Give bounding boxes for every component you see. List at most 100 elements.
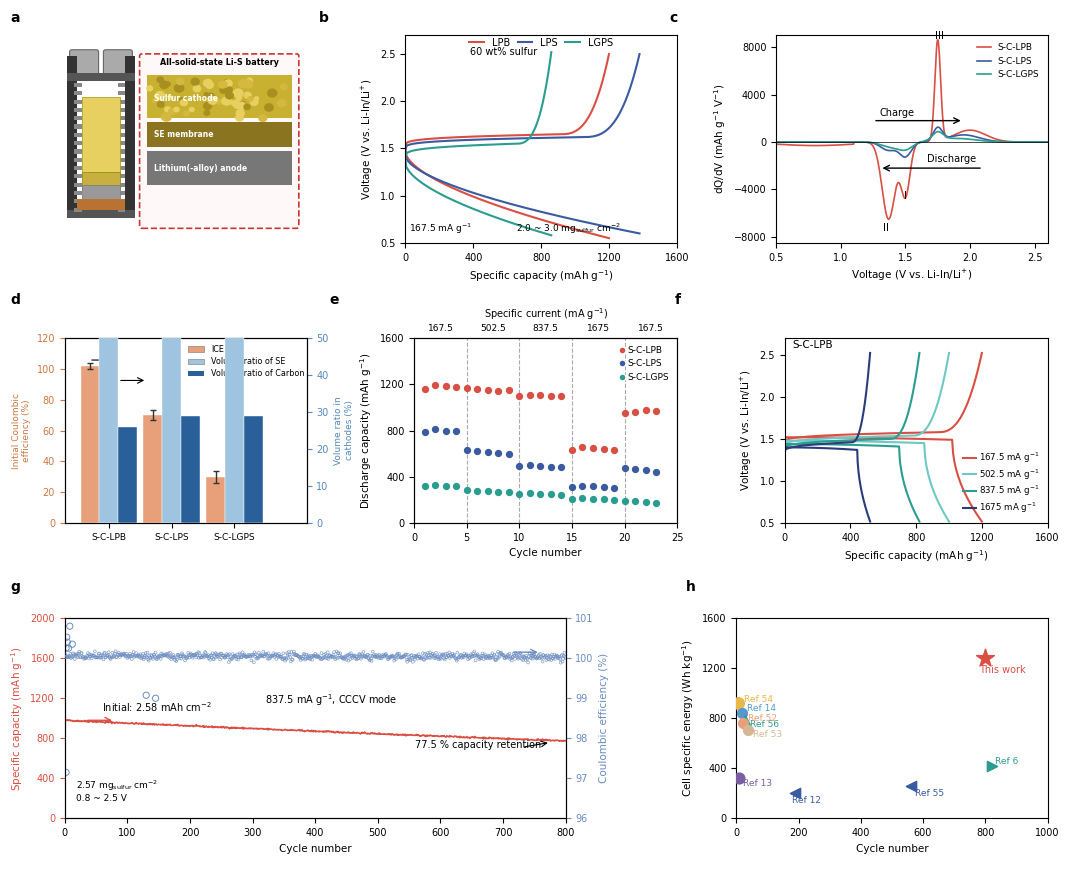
Point <box>444 647 461 661</box>
Point <box>175 649 192 664</box>
Point <box>545 649 563 664</box>
Point <box>416 653 433 667</box>
Point <box>228 648 245 662</box>
Point <box>303 653 321 667</box>
Point <box>556 646 573 660</box>
Point <box>552 652 569 666</box>
Point <box>505 649 523 663</box>
Text: Lithium(-alloy) anode: Lithium(-alloy) anode <box>154 164 247 172</box>
Point <box>316 647 334 661</box>
Point <box>176 649 193 663</box>
Point <box>80 651 97 665</box>
Point <box>273 649 291 664</box>
Point <box>137 646 154 660</box>
Point <box>460 649 477 663</box>
Point <box>210 649 227 664</box>
Point <box>184 649 201 664</box>
Point <box>281 648 298 662</box>
Point <box>345 649 362 664</box>
Point <box>300 649 318 663</box>
Text: 2.0 ~ 3.0 mg$_\mathrm{sulfur}$ cm$^{-2}$: 2.0 ~ 3.0 mg$_\mathrm{sulfur}$ cm$^{-2}$ <box>515 221 620 236</box>
Point <box>194 649 212 663</box>
Point <box>472 651 489 665</box>
Circle shape <box>233 99 242 107</box>
Point <box>59 649 77 664</box>
Point <box>321 649 338 663</box>
Circle shape <box>225 80 232 87</box>
Point <box>540 649 557 664</box>
1675 mA g$^{-1}$ <box>864 348 877 358</box>
Point <box>172 649 189 664</box>
Circle shape <box>176 78 184 84</box>
Point <box>152 647 170 661</box>
Point <box>137 688 154 702</box>
Point <box>456 649 473 663</box>
Point <box>174 648 191 662</box>
Point <box>534 655 551 669</box>
Point <box>158 649 175 663</box>
Text: Charge: Charge <box>879 108 915 118</box>
Point <box>85 649 103 663</box>
Point <box>178 651 195 665</box>
Point <box>522 387 539 401</box>
Point <box>71 650 89 664</box>
Point <box>465 644 483 658</box>
167.5 mA g$^{-1}$ <box>779 437 792 448</box>
Point <box>551 649 568 664</box>
Point <box>167 650 185 664</box>
Point <box>507 652 524 666</box>
Point <box>170 648 187 662</box>
Point <box>486 653 503 667</box>
Point <box>222 650 240 664</box>
167.5 mA g$^{-1}$ <box>966 385 978 396</box>
Circle shape <box>208 94 213 98</box>
Point <box>232 650 249 664</box>
Point <box>207 646 225 660</box>
Point <box>500 485 517 499</box>
Point <box>272 649 289 664</box>
Point <box>76 652 93 666</box>
Point <box>483 650 500 664</box>
Point <box>462 649 480 663</box>
Point <box>211 648 228 662</box>
Circle shape <box>281 84 287 90</box>
Line: 1675 mA g$^{-1}$: 1675 mA g$^{-1}$ <box>785 353 870 452</box>
Legend: 167.5 mA g$^{-1}$, 502.5 mA g$^{-1}$, 837.5 mA g$^{-1}$, 1675 mA g$^{-1}$: 167.5 mA g$^{-1}$, 502.5 mA g$^{-1}$, 83… <box>960 447 1043 519</box>
Point <box>497 649 514 664</box>
Point <box>573 491 591 505</box>
Text: b: b <box>319 11 328 25</box>
Bar <box>75 83 82 87</box>
Point <box>523 649 540 663</box>
Circle shape <box>243 80 253 88</box>
Text: Initial: 2.58 mAh cm$^{-2}$: Initial: 2.58 mAh cm$^{-2}$ <box>103 700 212 715</box>
Point <box>131 650 148 664</box>
Point <box>62 650 79 664</box>
Point <box>546 652 564 666</box>
Point <box>83 651 100 665</box>
Point <box>374 649 391 664</box>
Point <box>480 650 497 664</box>
Point <box>249 650 267 664</box>
Point <box>460 651 477 665</box>
Point <box>313 646 330 660</box>
Circle shape <box>165 82 171 86</box>
Point <box>279 646 296 660</box>
Point <box>161 646 178 660</box>
Point <box>118 649 135 663</box>
Bar <box>67 72 135 81</box>
Point <box>157 648 174 662</box>
Point <box>147 646 164 660</box>
Point <box>255 649 272 664</box>
Point <box>447 651 464 665</box>
Point <box>305 649 322 663</box>
Point <box>357 649 375 664</box>
Point <box>347 651 364 665</box>
Point <box>292 650 309 664</box>
Circle shape <box>247 78 253 83</box>
Point <box>284 653 301 667</box>
Point <box>275 651 293 665</box>
Point <box>504 650 522 664</box>
Point <box>409 651 427 665</box>
Circle shape <box>157 77 163 83</box>
837.5 mA g$^{-1}$ <box>906 389 919 400</box>
